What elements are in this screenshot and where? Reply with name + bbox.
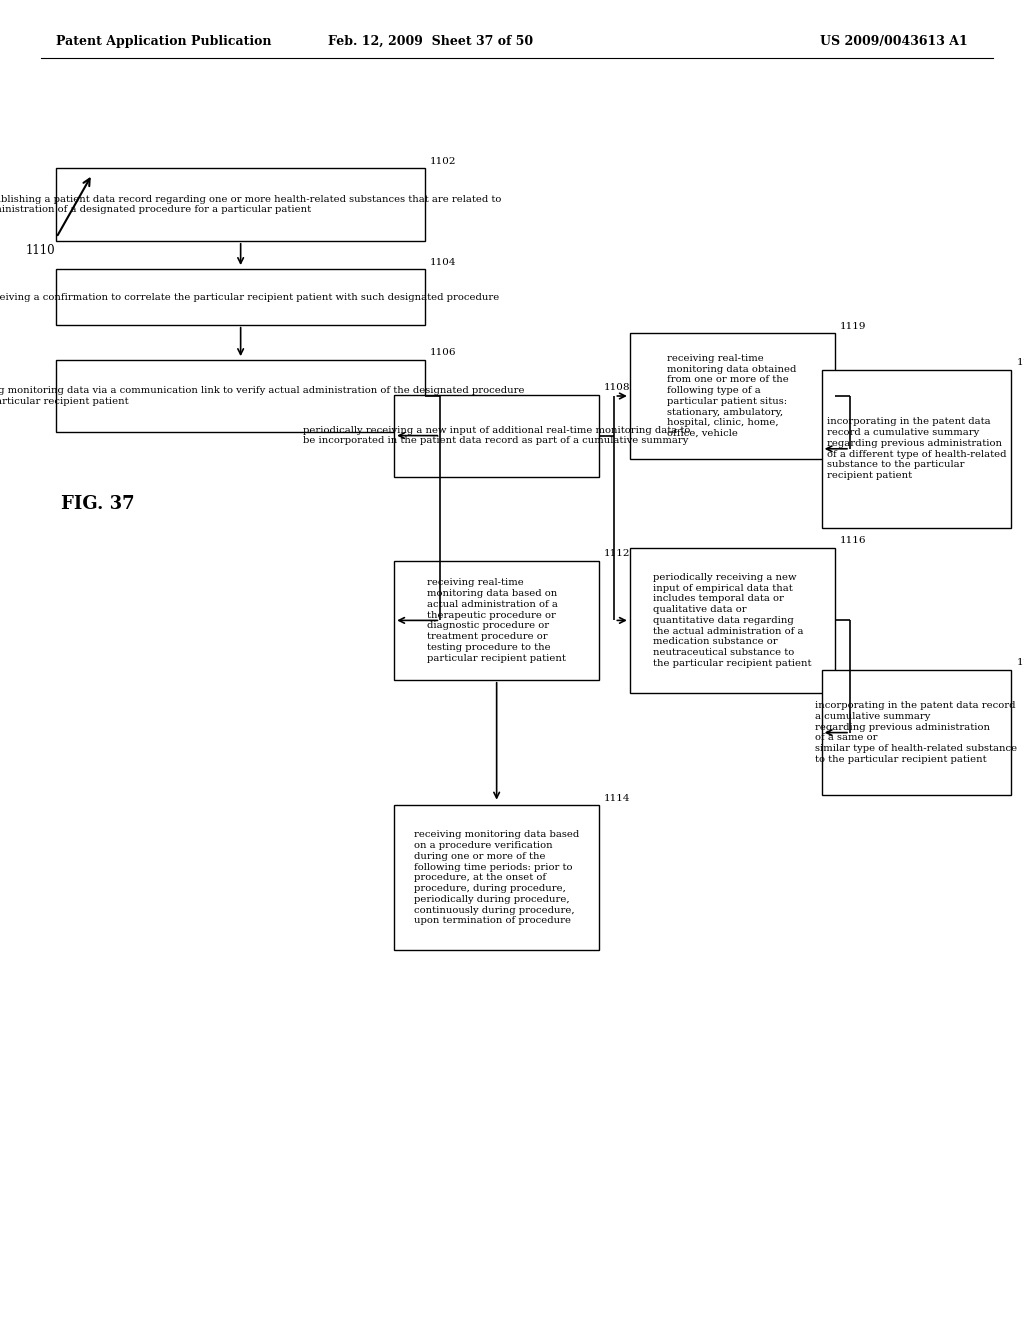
Text: 1116: 1116: [840, 536, 866, 545]
Text: 1119: 1119: [840, 322, 866, 331]
Text: 1104: 1104: [430, 257, 457, 267]
FancyBboxPatch shape: [56, 269, 425, 325]
FancyBboxPatch shape: [394, 395, 599, 477]
Text: establishing a patient data record regarding one or more health-related substanc: establishing a patient data record regar…: [0, 195, 502, 214]
Text: periodically receiving a new input of additional real-time monitoring data to
be: periodically receiving a new input of ad…: [303, 426, 690, 445]
Text: 1106: 1106: [430, 348, 457, 358]
Text: receiving a confirmation to correlate the particular recipient patient with such: receiving a confirmation to correlate th…: [0, 293, 499, 301]
Text: 1118: 1118: [1016, 358, 1024, 367]
FancyBboxPatch shape: [394, 561, 599, 680]
FancyBboxPatch shape: [56, 359, 425, 433]
Text: receiving real-time
monitoring data based on
actual administration of a
therapeu: receiving real-time monitoring data base…: [427, 578, 566, 663]
FancyBboxPatch shape: [630, 548, 835, 693]
Text: US 2009/0043613 A1: US 2009/0043613 A1: [820, 34, 968, 48]
Text: 1102: 1102: [430, 157, 457, 166]
FancyBboxPatch shape: [821, 671, 1012, 795]
Text: 1117: 1117: [1016, 659, 1024, 668]
Text: Patent Application Publication: Patent Application Publication: [56, 34, 271, 48]
Text: receiving monitoring data via a communication link to verify actual administrati: receiving monitoring data via a communic…: [0, 387, 524, 405]
Text: Feb. 12, 2009  Sheet 37 of 50: Feb. 12, 2009 Sheet 37 of 50: [328, 34, 532, 48]
Text: periodically receiving a new
input of empirical data that
includes temporal data: periodically receiving a new input of em…: [653, 573, 811, 668]
Text: 1108: 1108: [604, 383, 631, 392]
Text: FIG. 37: FIG. 37: [61, 495, 135, 513]
Text: incorporating in the patent data record
a cumulative summary
regarding previous : incorporating in the patent data record …: [815, 701, 1018, 764]
FancyBboxPatch shape: [630, 334, 835, 459]
FancyBboxPatch shape: [821, 370, 1012, 528]
Text: incorporating in the patent data
record a cumulative summary
regarding previous : incorporating in the patent data record …: [826, 417, 1007, 480]
Text: 1112: 1112: [604, 549, 631, 558]
FancyBboxPatch shape: [56, 168, 425, 242]
Text: 1110: 1110: [26, 244, 55, 257]
Text: receiving monitoring data based
on a procedure verification
during one or more o: receiving monitoring data based on a pro…: [414, 830, 580, 925]
FancyBboxPatch shape: [394, 805, 599, 950]
Text: receiving real-time
monitoring data obtained
from one or more of the
following t: receiving real-time monitoring data obta…: [668, 354, 797, 438]
Text: 1114: 1114: [604, 793, 631, 803]
